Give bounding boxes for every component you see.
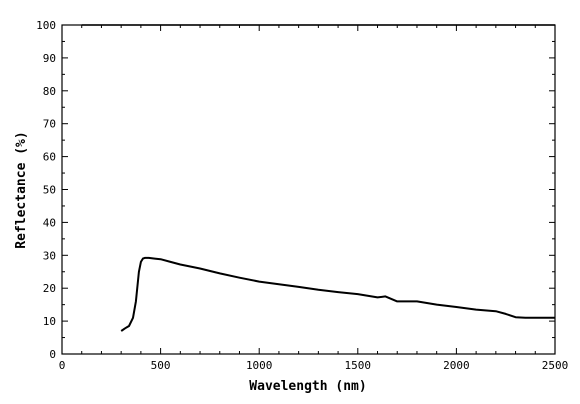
y-tick-label: 50 (43, 184, 56, 197)
reflectance-curve (120, 256, 555, 332)
y-tick-label: 10 (43, 315, 56, 328)
x-axis-title: Wavelength (nm) (249, 379, 366, 394)
x-tick-label: 0 (59, 359, 66, 372)
y-tick-label: 70 (43, 118, 56, 131)
y-tick-label: 20 (43, 282, 56, 295)
x-tick-label: 1500 (345, 359, 372, 372)
y-tick-label: 0 (49, 348, 56, 361)
x-tick-label: 2500 (542, 359, 569, 372)
y-tick-label: 40 (43, 216, 56, 229)
x-tick-label: 500 (151, 359, 171, 372)
y-tick-label: 100 (36, 19, 56, 32)
series-layer (81, 24, 555, 332)
y-axis: 0 10 20 30 40 50 60 70 80 90 100 (36, 19, 555, 361)
y-tick-label: 60 (43, 151, 56, 164)
y-tick-label: 30 (43, 249, 56, 262)
x-tick-label: 2000 (443, 359, 470, 372)
x-tick-label: 1000 (246, 359, 273, 372)
x-axis: 0 500 1000 1500 2000 2500 (59, 25, 569, 372)
y-axis-title: Reflectance (%) (14, 131, 29, 248)
y-tick-label: 90 (43, 52, 56, 65)
y-tick-label: 80 (43, 85, 56, 98)
